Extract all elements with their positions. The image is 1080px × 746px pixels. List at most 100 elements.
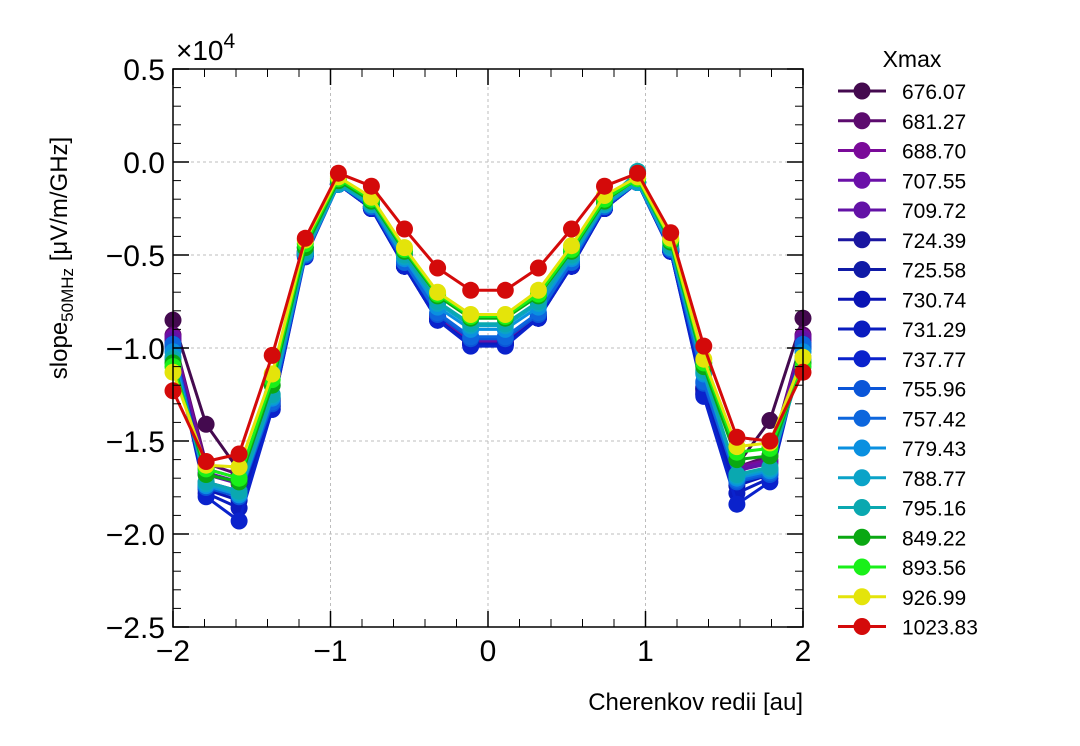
legend-item: 709.72 [838,200,966,223]
data-point [728,495,746,513]
legend-marker [853,112,871,130]
axis-ticks [172,68,804,628]
data-point [197,415,215,433]
data-point [230,512,248,530]
legend-item: 893.56 [838,557,966,580]
legend-label: 725.58 [902,260,966,283]
data-point [728,428,746,446]
legend-item: 849.22 [838,527,966,550]
legend-item: 737.77 [838,349,966,372]
legend-label: 755.96 [902,379,966,402]
y-tick-label: −1.5 [106,426,165,459]
legend-marker [853,261,871,278]
y-axis-label: slope50MHz [μV/m/GHz] [46,137,77,379]
legend-item: 724.39 [838,230,966,253]
y-tick-label: 0.0 [123,147,165,180]
legend-label: 709.72 [902,200,966,223]
data-point [429,283,447,301]
y-tick-label: −2.0 [106,519,165,552]
y-axis-label-unit: [μV/m/GHz] [46,137,73,268]
legend-label: 926.99 [902,587,966,610]
legend-label: 779.43 [902,438,966,461]
data-point [529,281,547,299]
legend-label: 788.77 [902,468,966,491]
data-point [496,281,514,299]
legend-marker [853,558,871,576]
legend-marker [853,320,871,338]
legend-label: 707.55 [902,170,966,193]
data-point [728,466,746,483]
legend-title: Xmax [883,46,942,72]
series-line [171,171,805,463]
data-point [529,259,547,277]
data-point [230,458,248,476]
legend-item: 926.99 [838,587,966,610]
legend-marker [853,409,871,427]
x-tick-label: 0 [480,635,497,668]
y-axis-label-main: slope [46,322,73,379]
legend-marker [853,499,871,516]
legend-label: 681.27 [902,111,966,134]
data-point [296,229,314,247]
legend-label: 737.77 [902,349,966,372]
legend-marker [853,201,871,219]
data-point [462,306,480,323]
data-point [761,432,779,450]
data-point [263,346,281,364]
legend-label: 730.74 [902,289,967,312]
y-tick-label: −2.5 [106,612,165,645]
legend-item: 757.42 [838,408,966,431]
series-1023.83 [164,164,812,470]
legend-label: 724.39 [902,230,966,253]
y-axis-multiplier: ×104 [176,30,236,66]
y-tick-label: −0.5 [106,240,165,273]
data-point [197,453,215,470]
data-point [329,164,347,182]
legend-label: 795.16 [902,498,966,521]
data-point [761,412,779,429]
legend-marker [853,618,871,635]
legend-item: 688.70 [838,141,966,164]
data-point [429,259,447,277]
data-point [563,237,580,255]
legend-item: 707.55 [838,170,966,193]
legend-marker [853,350,871,368]
legend-marker [853,588,871,606]
data-point [496,306,514,323]
x-tick-label: 1 [637,635,654,668]
legend-label: 731.29 [902,319,966,342]
legend-item: 755.96 [838,379,966,402]
data-point [695,337,713,355]
plot-series [164,162,812,530]
legend-label: 757.42 [902,408,966,431]
x-tick-label: 2 [795,635,812,668]
data-point [662,224,680,242]
legend-item: 730.74 [838,289,967,312]
x-tick-label: −2 [156,635,190,668]
legend-marker [853,290,871,308]
legend-marker [853,380,871,397]
legend-item: 795.16 [838,498,966,521]
legend-item: 676.07 [838,81,966,104]
x-tick-label: −1 [313,635,347,668]
data-point [563,220,580,238]
y-tick-label: 0.5 [123,54,165,87]
data-point [230,445,248,463]
legend-marker [853,439,871,457]
legend-label: 1023.83 [902,617,978,640]
x-axis-label: Cherenkov redii [au] [588,689,803,716]
legend-item: 779.43 [838,438,966,461]
legend-label: 849.22 [902,527,966,550]
legend-item: 725.58 [838,260,966,283]
data-point [629,164,647,182]
y-tick-label: −1.0 [106,333,165,366]
legend-item: 1023.83 [838,617,978,640]
legend-item: 788.77 [838,468,966,491]
legend-item: 681.27 [838,111,966,134]
legend-marker [853,171,871,189]
legend: Xmax 676.07 681.27 688.70 707.55 709.72 724.3… [838,46,978,640]
legend-label: 893.56 [902,557,966,580]
legend-marker [853,142,871,159]
legend-label: 676.07 [902,81,966,104]
